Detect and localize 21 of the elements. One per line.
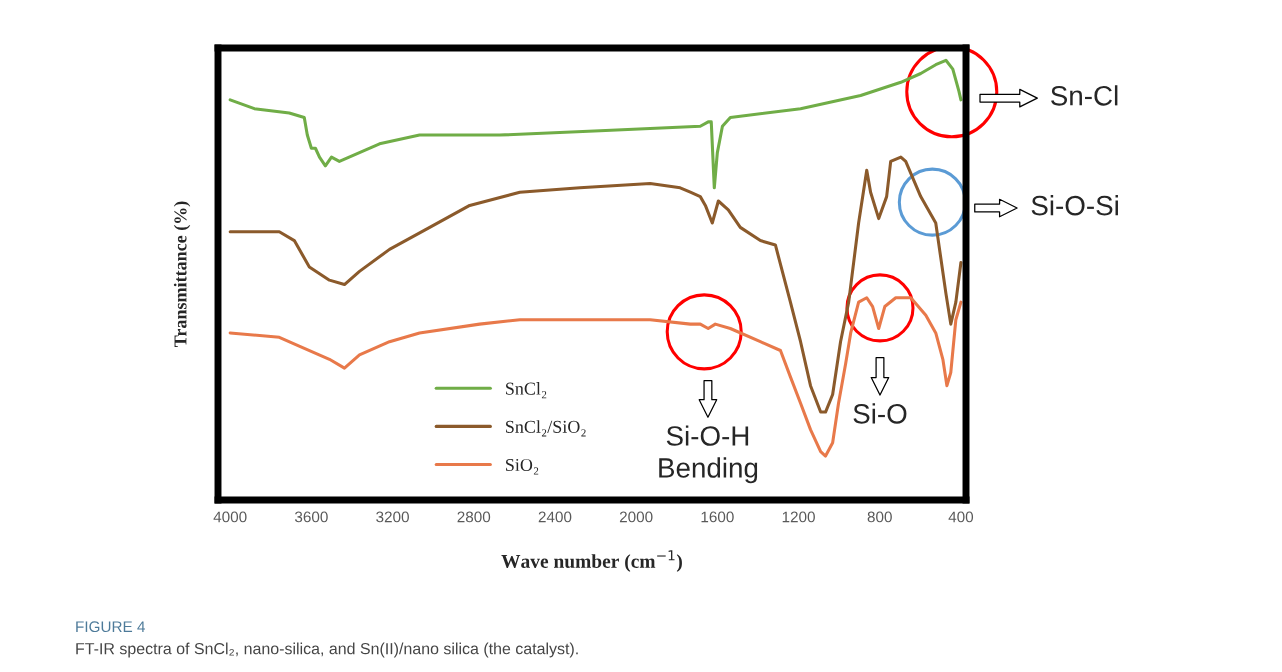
text: FT-IR spectra of SnCl₂, nano-silica, and Sn(II)/nano silica (the catalyst). xyxy=(76,642,578,658)
x-tick-label: 2400 xyxy=(538,511,572,523)
legend-label: SnCl₂/SiO₂ xyxy=(506,420,586,437)
x-tick-label: 4000 xyxy=(213,511,247,523)
x-tick-label: 3200 xyxy=(376,511,409,523)
x-tick-label: 2000 xyxy=(619,511,653,523)
x-tick-label: 400 xyxy=(948,511,974,523)
text: Sn-Cl xyxy=(1051,85,1118,106)
x-tick-label: 800 xyxy=(867,511,892,523)
x-tick-label: 3600 xyxy=(294,511,328,523)
annotation: Si-O-H Bending xyxy=(659,425,758,484)
legend-label: SnCl₂ xyxy=(506,382,547,399)
x-axis-title: Wave number (cm$^{−1}$) xyxy=(501,550,682,572)
x-tick-label: 1600 xyxy=(701,511,734,523)
text: Si-O-Si xyxy=(1031,195,1118,216)
x-tick-label: 2800 xyxy=(457,511,491,523)
x-tick-label: 1200 xyxy=(782,511,815,523)
y-axis-title: Transmittance (%) xyxy=(173,201,191,348)
annotation: Si-O xyxy=(853,403,907,424)
caption: FIGURE 4 xyxy=(76,621,146,633)
legend-label: SiO₂ xyxy=(506,458,539,475)
